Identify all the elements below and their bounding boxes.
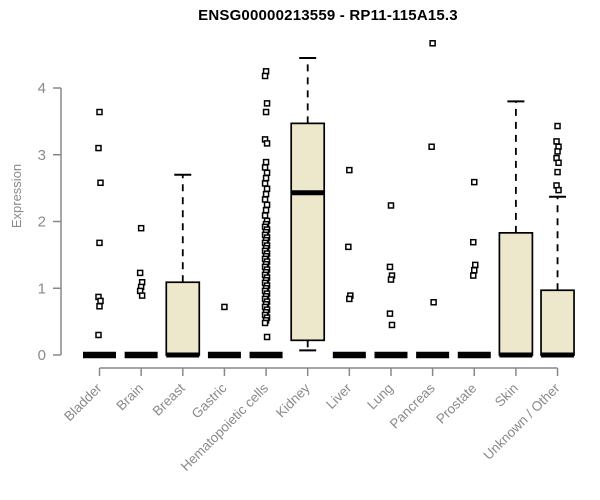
outlier-point xyxy=(261,180,269,187)
x-tick-label: Prostate xyxy=(433,381,479,427)
y-tick-label: 3 xyxy=(38,147,46,164)
median-bar xyxy=(124,351,158,359)
outlier-point xyxy=(263,333,271,341)
outlier-point xyxy=(96,108,103,116)
outlier-point xyxy=(261,72,269,80)
outlier-point xyxy=(262,190,270,198)
boxplot-brain xyxy=(124,224,158,359)
outlier-point xyxy=(555,159,562,167)
outlier-point xyxy=(138,292,146,299)
median-bar xyxy=(83,351,116,359)
outlier-point xyxy=(263,185,271,193)
x-tick-label: Breast xyxy=(150,380,188,418)
boxplot-pancreas xyxy=(416,40,450,359)
median-bar xyxy=(332,351,366,359)
outlier-point xyxy=(96,303,103,310)
outlier-point xyxy=(262,206,270,214)
outlier-point xyxy=(555,186,562,194)
outlier-point xyxy=(263,100,271,107)
outlier-point xyxy=(471,178,478,186)
boxplot-unknown-other xyxy=(540,122,575,358)
outlier-point xyxy=(263,140,271,147)
outlier-point xyxy=(387,202,395,209)
outlier-point xyxy=(261,212,269,219)
median-bar xyxy=(249,351,283,359)
box-rect xyxy=(290,122,326,342)
median-bar xyxy=(207,351,241,359)
outlier-point xyxy=(221,303,228,311)
outlier-point xyxy=(136,269,144,277)
median-bar xyxy=(416,351,450,359)
boxplot-skin xyxy=(498,100,534,358)
box-rect xyxy=(165,281,201,356)
outlier-point xyxy=(137,224,145,232)
outlier-point xyxy=(95,144,102,152)
outlier-point xyxy=(346,166,353,174)
median-bar xyxy=(457,351,491,359)
outlier-point xyxy=(96,239,103,247)
x-tick-label: Unknown / Other xyxy=(480,380,563,463)
outlier-point xyxy=(261,196,269,203)
boxplot-hematopoietic-cells xyxy=(249,68,283,359)
outlier-point xyxy=(263,169,271,177)
chart-title: ENSG00000213559 - RP11-115A15.3 xyxy=(198,7,458,24)
outlier-point xyxy=(261,319,269,327)
x-tick-label: Brain xyxy=(113,381,146,414)
outlier-point xyxy=(97,297,104,305)
outlier-point xyxy=(263,201,271,209)
x-tick-label: Bladder xyxy=(61,380,105,424)
outlier-point xyxy=(428,143,435,150)
x-tick-label: Liver xyxy=(323,380,355,412)
boxplot-liver xyxy=(332,166,366,359)
boxplot-kidney xyxy=(290,56,326,352)
outlier-point xyxy=(346,295,353,303)
x-tick-label: Skin xyxy=(492,381,521,410)
outlier-point xyxy=(262,158,270,166)
outlier-point xyxy=(554,148,561,155)
outlier-point xyxy=(470,238,477,246)
x-tick-label: Gastric xyxy=(189,380,230,421)
boxplot-lung xyxy=(374,202,408,359)
outlier-point xyxy=(430,299,437,306)
boxplot-bladder xyxy=(83,108,116,359)
boxplot-gastric xyxy=(207,303,241,359)
outlier-point xyxy=(386,310,394,317)
outlier-point xyxy=(554,168,561,176)
y-tick-label: 0 xyxy=(38,347,46,364)
outlier-point xyxy=(553,138,560,145)
outlier-point xyxy=(388,321,396,329)
outlier-point xyxy=(97,179,104,187)
outlier-point xyxy=(262,174,270,182)
outlier-point xyxy=(95,331,102,339)
boxplot-breast xyxy=(165,173,201,358)
box-rect xyxy=(540,289,575,356)
outlier-point xyxy=(429,40,436,47)
outlier-point xyxy=(471,266,478,274)
box-rect xyxy=(498,231,534,356)
outlier-point xyxy=(387,276,395,283)
outlier-point xyxy=(262,108,270,116)
y-tick-label: 2 xyxy=(38,214,46,231)
median-bar xyxy=(374,351,408,359)
boxplot-prostate xyxy=(457,178,491,359)
y-tick-label: 1 xyxy=(38,280,46,297)
outlier-point xyxy=(470,272,477,279)
outlier-point xyxy=(345,243,352,251)
outlier-point xyxy=(472,261,479,269)
y-axis-title: Expression xyxy=(9,164,24,228)
outlier-point xyxy=(554,122,561,130)
y-tick-label: 4 xyxy=(38,80,46,97)
x-tick-label: Kidney xyxy=(273,380,313,420)
outlier-point xyxy=(261,164,269,171)
x-tick-label: Pancreas xyxy=(387,380,438,431)
outlier-point xyxy=(386,263,394,271)
x-tick-label: Lung xyxy=(364,381,396,413)
